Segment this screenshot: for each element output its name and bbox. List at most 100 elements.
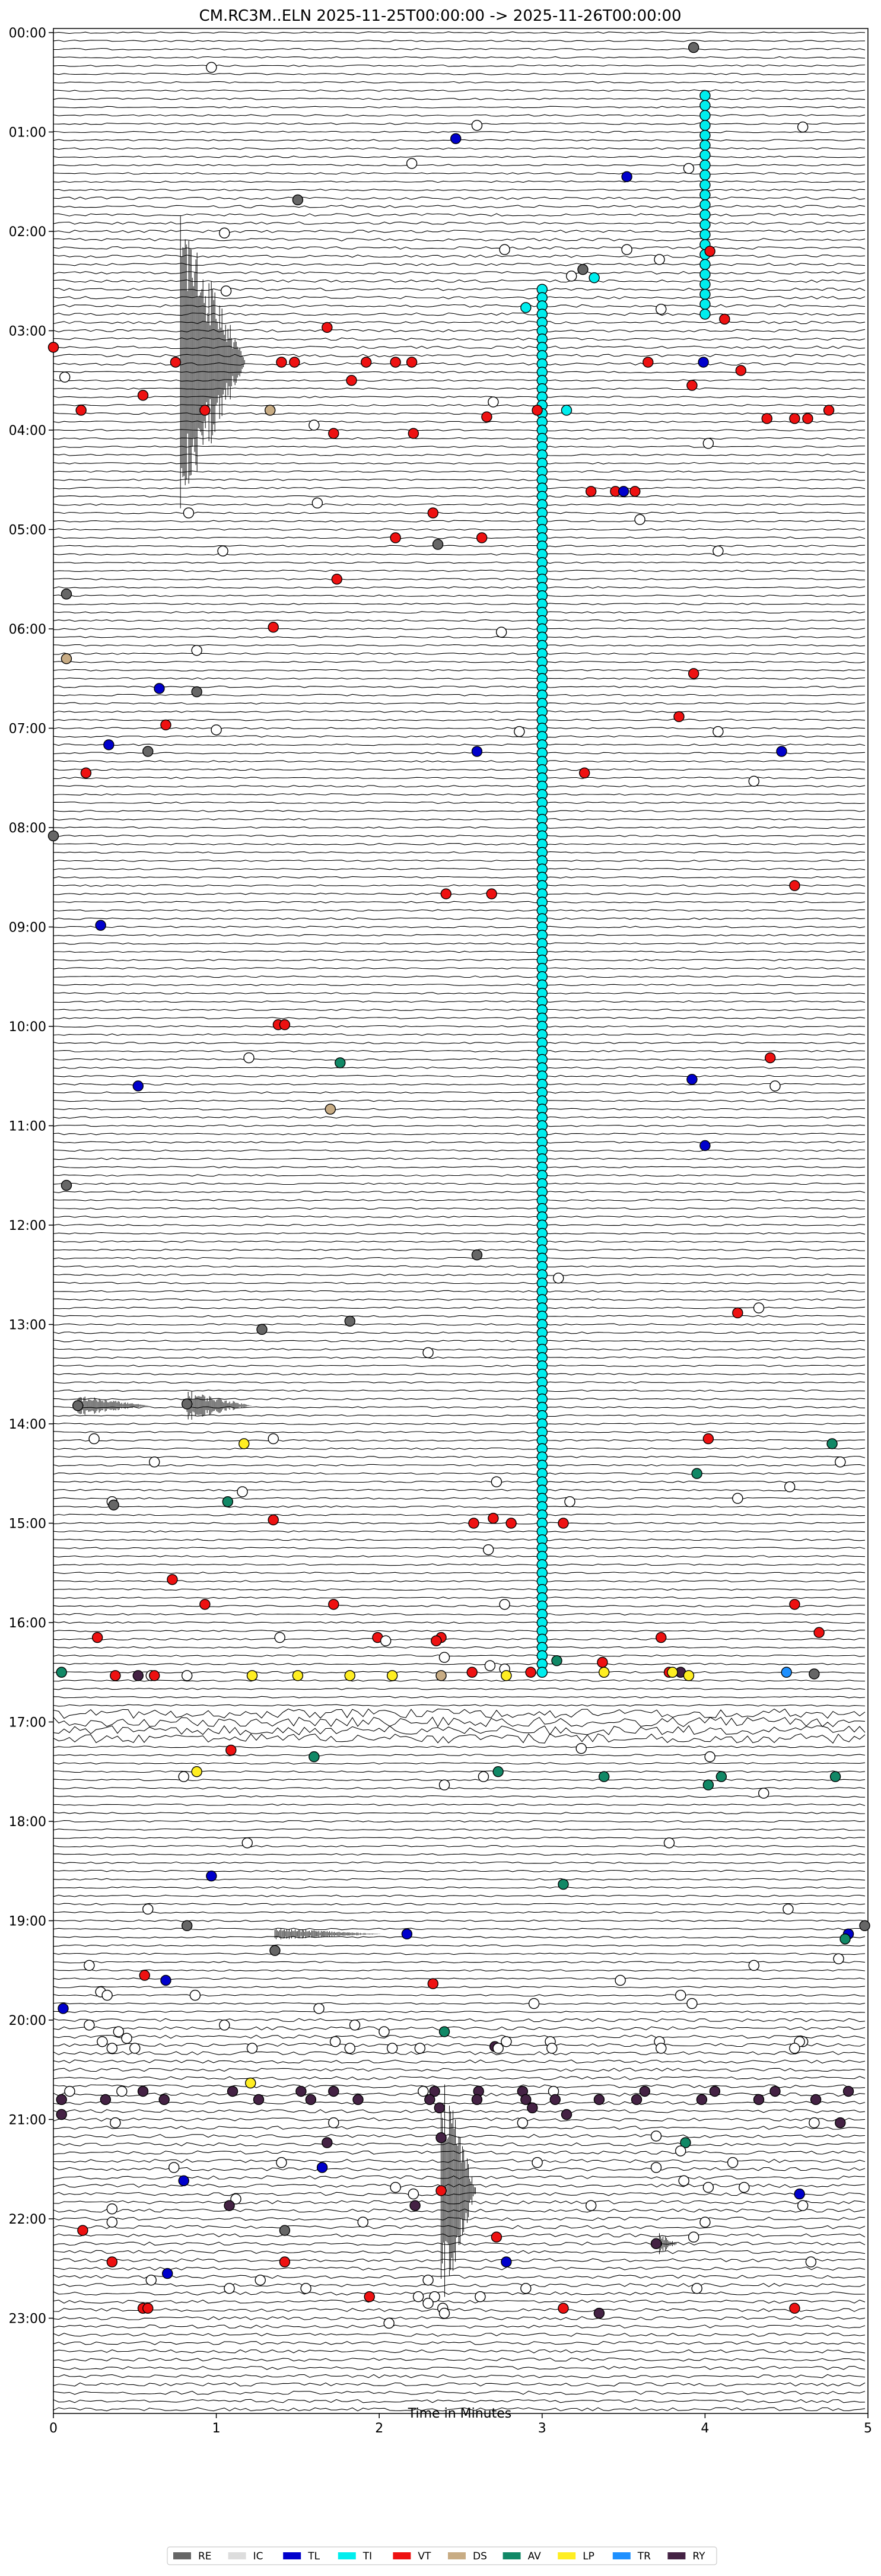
trace-row [53,2358,866,2362]
trace-row [53,702,866,705]
event-marker-ic [116,2085,128,2097]
event-marker-vt [279,1019,291,1031]
event-marker-ry [137,2085,149,2097]
event-marker-ic [688,2231,699,2243]
event-marker-vt [813,1627,825,1638]
trace-row [53,1174,866,1177]
event-marker-vt [789,413,800,424]
trace-row [53,1513,866,1516]
trace-row [53,1654,866,1657]
event-marker-ic [797,121,809,133]
event-marker-ic [686,1998,698,2009]
event-marker-ic [219,227,230,238]
event-marker-lp [667,1667,678,1678]
event-marker-vt [199,405,211,416]
ti-sequence-marker [699,150,711,161]
event-marker-ic [748,1960,759,1971]
trace-row [53,1986,866,1989]
event-marker-vt [139,1970,150,1981]
event-marker-ic [243,1052,255,1064]
event-marker-ry [593,2307,605,2319]
trace-row [53,2109,866,2113]
event-marker-vt [91,1632,103,1643]
event-marker-vt [279,2256,291,2267]
trace-row [53,768,866,771]
trace-row [53,155,866,158]
trace-row [53,785,866,788]
event-marker-vt [802,413,813,424]
event-marker-ic [805,2256,817,2267]
event-marker-ic [241,1837,253,1849]
ti-sequence-marker [699,219,711,231]
trace-row [53,669,866,672]
event-marker-ic [206,62,217,73]
event-marker-lp [344,1670,355,1681]
trace-row [53,892,866,895]
ti-sequence-marker [699,298,711,310]
event-marker-vt [789,880,800,891]
trace-row [53,495,866,498]
trace-row [53,1058,866,1061]
trace-row [53,147,866,150]
trace-row [53,1804,866,1807]
trace-row [53,1944,866,1947]
event-marker-vt [765,1052,776,1064]
legend-label: IC [253,2550,263,2562]
event-marker-ic [418,2085,429,2097]
x-axis-label: Time in Minutes [408,2406,512,2421]
event-marker-ic [702,438,714,449]
trace-row [53,802,866,804]
trace-row [53,1588,866,1591]
x-tick-label: 0 [49,2421,58,2436]
event-marker-vt [719,313,730,325]
trace-row [53,1281,866,1284]
trace-row [53,1066,866,1069]
trace-row [53,1033,866,1036]
trace-row [53,752,866,755]
event-marker-ry [709,2085,721,2097]
trace-row [53,1952,866,1955]
event-marker-ic [634,514,645,525]
trace-row [53,603,865,605]
event-marker-vt [322,322,333,333]
trace-row [53,1613,866,1615]
trace-row [53,1754,866,1757]
trace-row [53,1480,866,1483]
event-marker-av [551,1655,562,1667]
trace-row [53,1224,866,1226]
x-axis-ticks: 0 1 2 3 4 5 [49,2413,872,2436]
event-marker-vt [276,357,287,368]
event-marker-ic [553,1273,564,1284]
trace-row [53,1911,866,1914]
x-tick-label: 4 [701,2421,709,2436]
event-marker-ic [422,2298,434,2309]
event-marker-ry [224,2200,235,2211]
event-marker-tr [781,1667,792,1678]
y-tick-label: 16:00 [9,1616,46,1631]
event-marker-ic [106,2216,118,2228]
trace-row [53,97,866,100]
trace-row [53,1505,866,1508]
event-marker-tl [699,1140,711,1152]
trace-row [53,553,866,556]
event-marker-vt [468,1518,479,1529]
event-marker-ic [784,1481,796,1493]
event-marker-ic [482,1544,494,1556]
event-marker-tl [621,171,632,183]
event-marker-vt [486,888,497,899]
ti-sequence-marker [699,179,711,191]
event-marker-vt [431,1635,442,1646]
event-marker-vt [328,428,339,439]
trace-row [53,677,866,680]
trace-row [53,1869,866,1872]
event-marker-vt [686,380,698,391]
event-marker-ic [492,2043,504,2054]
event-marker-tl [58,2003,69,2014]
plot-frame [53,28,869,2414]
trace-row [53,917,866,920]
legend-label: AV [528,2550,542,2562]
event-marker-ic [585,2200,597,2211]
trace-row [53,1878,866,1881]
trace-row [53,1977,866,1980]
trace-row [53,1455,866,1458]
